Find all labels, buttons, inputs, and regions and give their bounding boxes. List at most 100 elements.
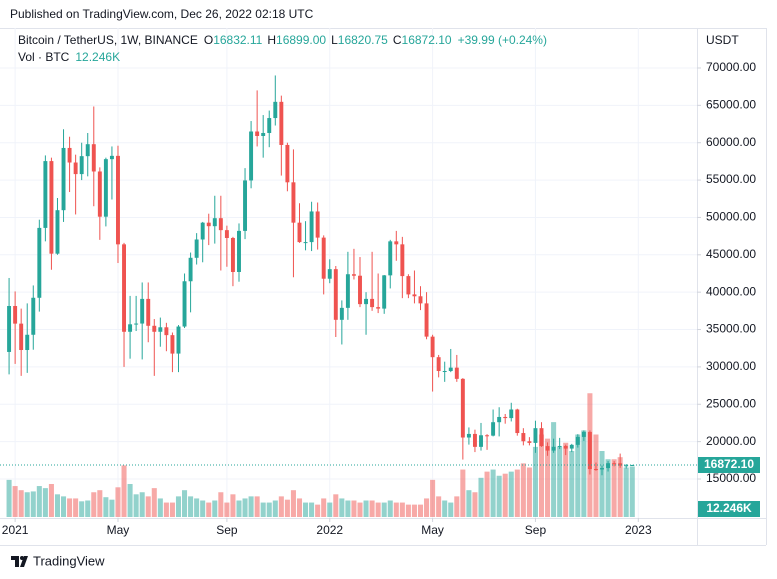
volume-bar	[430, 479, 436, 517]
volume-bar	[563, 442, 569, 517]
volume-bar	[91, 492, 97, 517]
volume-bar	[478, 477, 484, 517]
volume-bar	[242, 498, 248, 517]
volume-bar	[351, 500, 357, 517]
candle-body	[128, 324, 133, 332]
candle-body	[255, 131, 260, 136]
candle-body	[587, 431, 592, 470]
candle-body	[237, 230, 241, 272]
candle-body	[194, 239, 199, 258]
candle-body	[315, 211, 320, 238]
volume-bar	[309, 502, 315, 517]
x-tick-label: Sep	[525, 523, 547, 537]
candle-body	[243, 180, 248, 231]
volume-bar	[490, 469, 496, 517]
candle-body	[188, 257, 193, 282]
candle-body	[303, 242, 308, 244]
candle-body	[97, 171, 102, 217]
candle-body	[122, 244, 126, 332]
volume-bar	[61, 496, 67, 517]
volume-tag-label: 12.246K	[706, 501, 752, 515]
candle-body	[321, 237, 326, 279]
candle-body	[200, 222, 205, 240]
volume-bar	[248, 496, 254, 517]
volume-bar	[200, 500, 206, 517]
candle-body	[400, 244, 405, 277]
volume-bar	[212, 500, 218, 517]
candle-body	[285, 144, 290, 183]
candle-body	[146, 298, 151, 326]
volume-value: 12.246K	[75, 50, 120, 64]
candle-body	[158, 327, 163, 332]
y-tick-label: 45000.00	[706, 247, 756, 261]
candle-body	[521, 433, 526, 442]
y-tick-label: 40000.00	[706, 284, 756, 298]
volume-bar	[321, 498, 327, 517]
volume-bar	[54, 494, 61, 517]
candle-body	[31, 297, 36, 335]
change: +39.99 (+0.24%)	[458, 33, 547, 47]
volume-bar	[538, 434, 545, 517]
price-tag-label: 16872.10	[704, 457, 754, 471]
candle-body	[630, 465, 635, 467]
candle-body	[497, 416, 502, 423]
candle-body	[606, 463, 611, 469]
plot	[0, 75, 697, 517]
volume-title: Vol · BTC	[18, 50, 70, 64]
candle-body	[436, 357, 441, 372]
candle-body	[55, 210, 60, 254]
candle-body	[448, 367, 453, 372]
volume-legend: Vol · BTC 12.246K	[18, 50, 120, 64]
volume-bar	[97, 490, 103, 517]
candle-body	[339, 307, 344, 320]
volume-bar	[224, 502, 230, 517]
volume-bar	[290, 490, 296, 517]
volume-bar	[623, 467, 629, 517]
volume-bar	[315, 504, 321, 517]
volume-bar	[327, 502, 333, 517]
candle-body	[218, 218, 223, 231]
candle-body	[485, 435, 490, 437]
volume-bar	[194, 498, 200, 517]
candle-body	[412, 294, 417, 297]
volume-bar	[254, 496, 260, 517]
candle-body	[491, 422, 496, 436]
candle-body	[249, 131, 254, 181]
candle-body	[388, 241, 393, 276]
volume-bar	[230, 494, 236, 517]
volume-bar	[411, 504, 417, 517]
candle-body	[545, 446, 550, 451]
candle-body	[327, 269, 332, 279]
ohlc-value: 16820.75	[338, 33, 388, 47]
volume-bar	[357, 502, 363, 517]
ohlc-key: C	[393, 33, 402, 47]
candle-body	[539, 428, 544, 447]
candle-body	[170, 335, 175, 354]
candle-body	[67, 147, 72, 163]
candle-body	[206, 222, 211, 227]
candle-body	[575, 436, 580, 445]
volume-bar	[303, 502, 309, 517]
volume-bar	[121, 465, 127, 517]
candle-body	[509, 409, 514, 419]
candle-body	[25, 334, 30, 351]
volume-bar	[296, 498, 303, 517]
candle-body	[61, 147, 66, 211]
candle-body	[333, 269, 338, 320]
ohlc-key: H	[267, 33, 276, 47]
volume-bar	[67, 498, 73, 517]
candle-body	[152, 325, 157, 332]
candle-body	[13, 305, 18, 324]
candle-body	[406, 276, 411, 295]
volume-bar	[526, 467, 532, 517]
x-tick-label: Sep	[216, 523, 238, 537]
volume-bar	[599, 451, 605, 517]
volume-bar	[629, 466, 635, 517]
volume-bar	[496, 475, 502, 517]
y-tick-label: 55000.00	[706, 172, 756, 186]
volume-bar	[103, 497, 109, 517]
volume-bar	[272, 500, 278, 517]
ohlc-value: 16832.11	[213, 33, 262, 47]
y-tick-label: 50000.00	[706, 210, 756, 224]
candle-body	[454, 367, 459, 379]
